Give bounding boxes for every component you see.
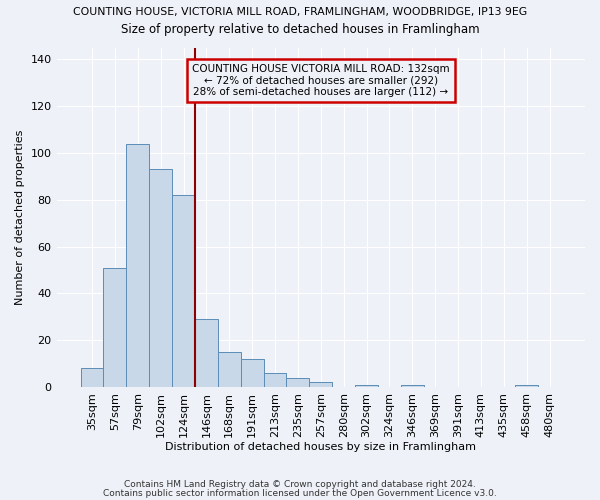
Text: COUNTING HOUSE VICTORIA MILL ROAD: 132sqm
← 72% of detached houses are smaller (: COUNTING HOUSE VICTORIA MILL ROAD: 132sq… xyxy=(192,64,449,97)
Bar xyxy=(172,195,195,387)
Bar xyxy=(286,378,310,387)
X-axis label: Distribution of detached houses by size in Framlingham: Distribution of detached houses by size … xyxy=(165,442,476,452)
Bar xyxy=(127,144,149,387)
Y-axis label: Number of detached properties: Number of detached properties xyxy=(15,130,25,305)
Text: Contains public sector information licensed under the Open Government Licence v3: Contains public sector information licen… xyxy=(103,488,497,498)
Bar xyxy=(241,359,263,387)
Bar xyxy=(263,373,286,387)
Text: COUNTING HOUSE, VICTORIA MILL ROAD, FRAMLINGHAM, WOODBRIDGE, IP13 9EG: COUNTING HOUSE, VICTORIA MILL ROAD, FRAM… xyxy=(73,8,527,18)
Bar xyxy=(401,384,424,387)
Bar xyxy=(195,319,218,387)
Bar xyxy=(355,384,378,387)
Bar xyxy=(80,368,103,387)
Bar xyxy=(310,382,332,387)
Bar xyxy=(103,268,127,387)
Text: Size of property relative to detached houses in Framlingham: Size of property relative to detached ho… xyxy=(121,22,479,36)
Bar xyxy=(515,384,538,387)
Bar xyxy=(218,352,241,387)
Bar xyxy=(149,170,172,387)
Text: Contains HM Land Registry data © Crown copyright and database right 2024.: Contains HM Land Registry data © Crown c… xyxy=(124,480,476,489)
